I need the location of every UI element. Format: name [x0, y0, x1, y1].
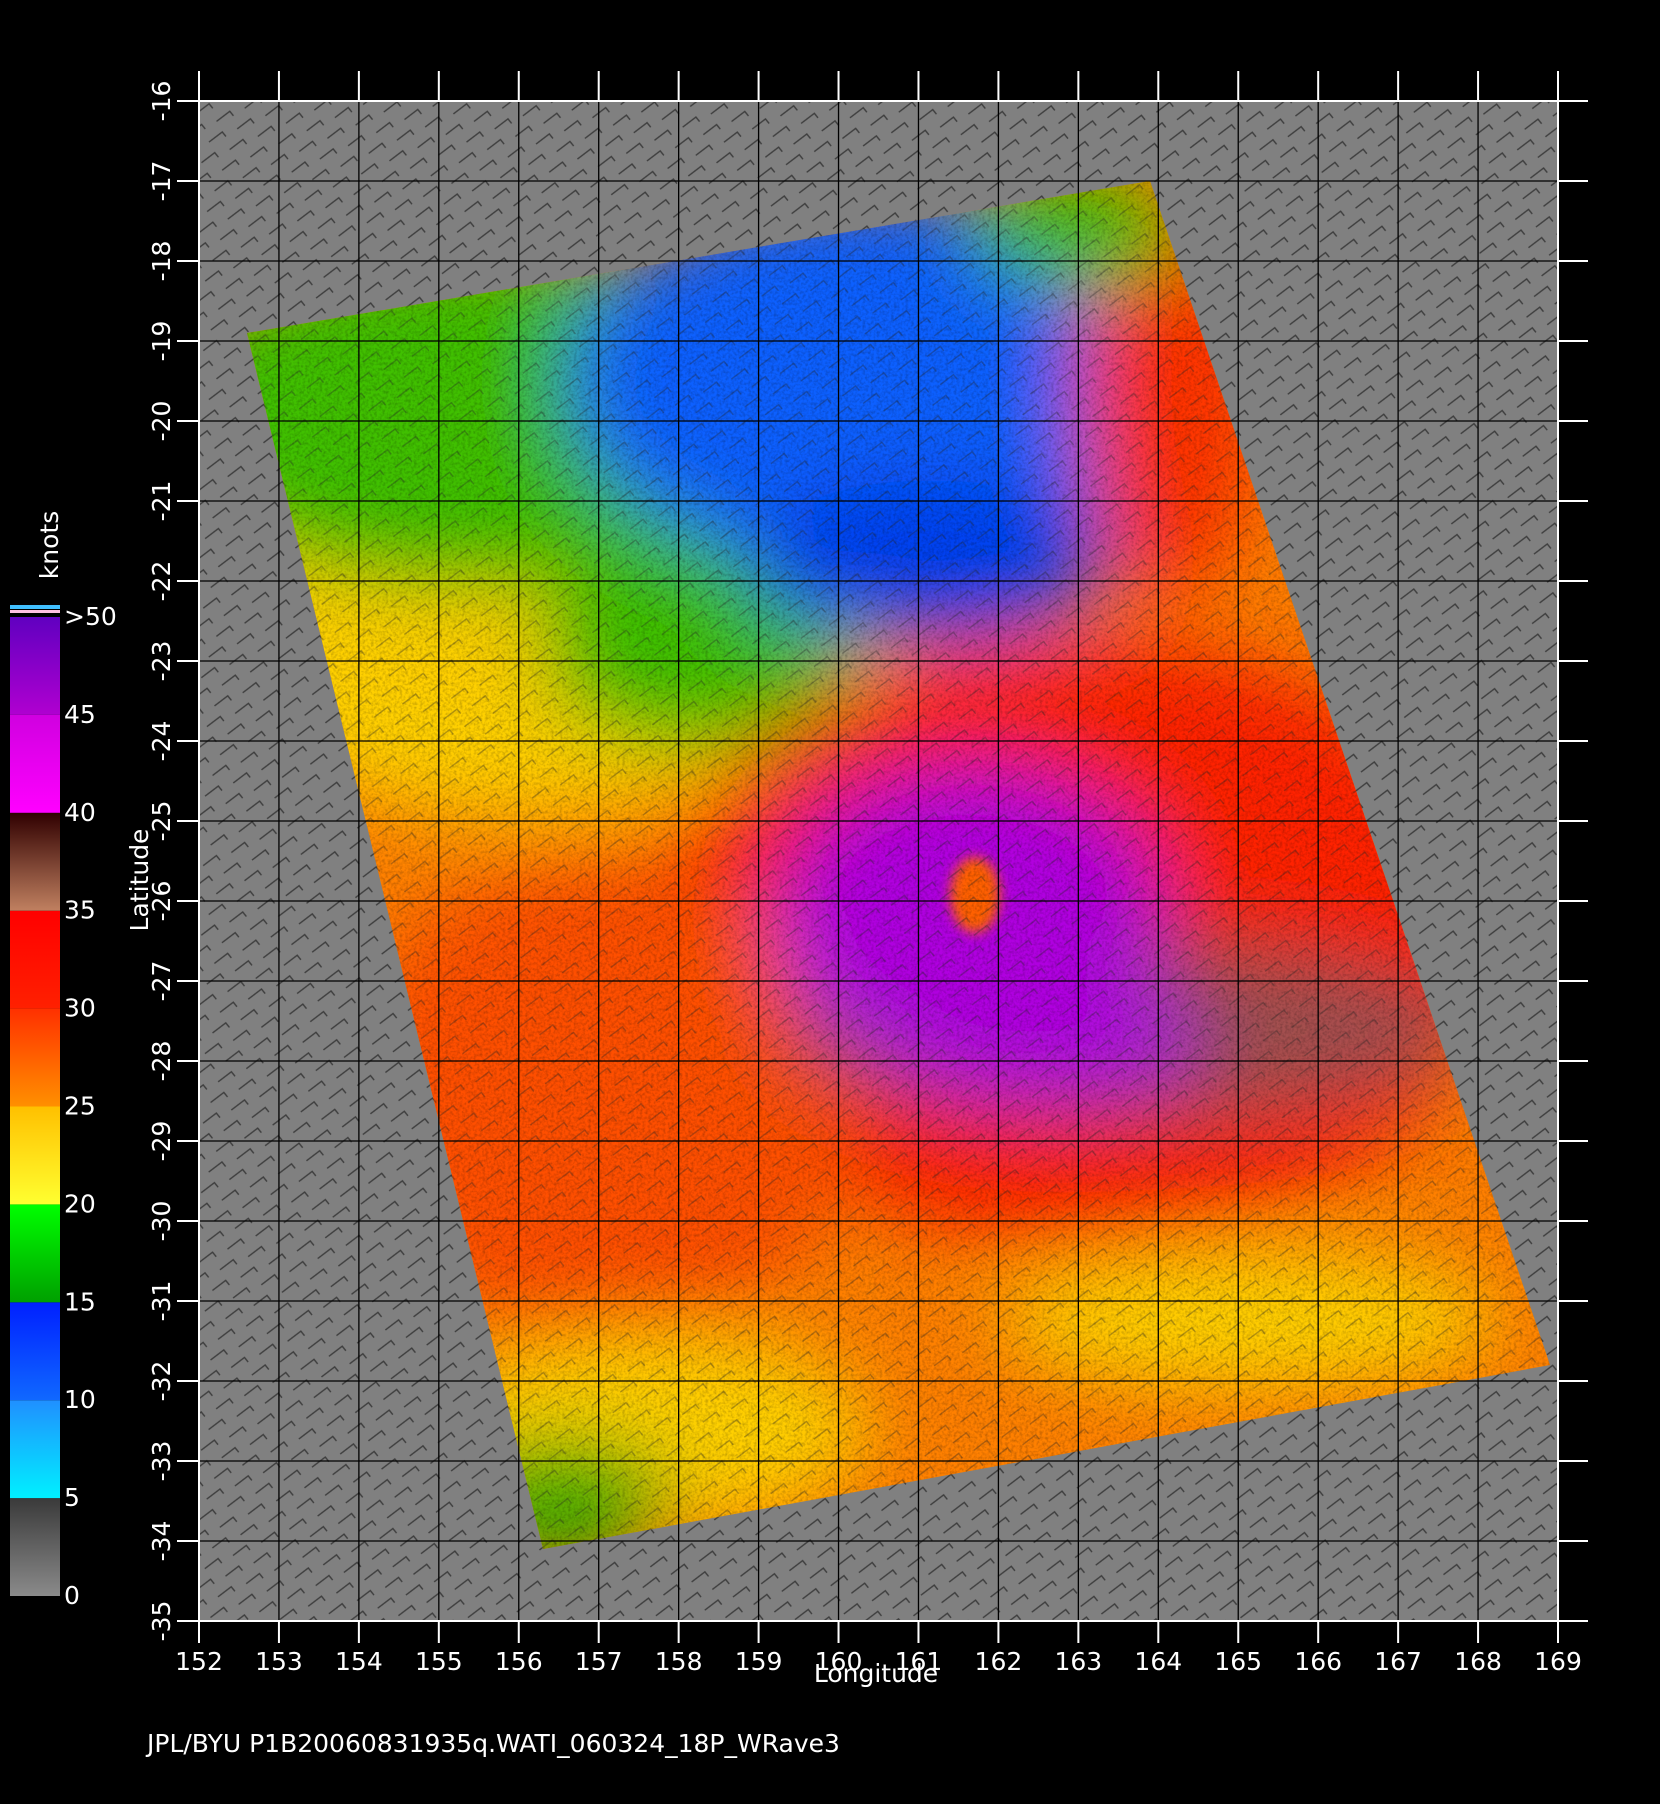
y-tick-label: -19 [147, 321, 176, 362]
y-tick-label: -20 [147, 401, 176, 442]
colorbar-segment [10, 910, 60, 1009]
colorbar-segment [10, 1302, 60, 1401]
colorbar-label: 25 [64, 1092, 96, 1121]
x-tick-label: 154 [335, 1647, 383, 1676]
x-tick-label: 160 [815, 1647, 863, 1676]
y-tick-label: -32 [147, 1361, 176, 1402]
colorbar-label: 35 [64, 896, 96, 925]
x-tick-label: 156 [495, 1647, 543, 1676]
y-tick-label: -30 [147, 1201, 176, 1242]
x-tick-label: 161 [895, 1647, 943, 1676]
x-tick-label: 159 [735, 1647, 783, 1676]
colorbar-label: 30 [64, 994, 96, 1023]
colorbar-label: 45 [64, 700, 96, 729]
colorbar-label: 20 [64, 1189, 96, 1218]
y-tick-label: -28 [147, 1041, 176, 1082]
x-tick-label: 169 [1534, 1647, 1582, 1676]
colorbar-segment [10, 714, 60, 813]
y-tick-label: -27 [147, 961, 176, 1002]
x-tick-label: 164 [1134, 1647, 1182, 1676]
colorbar-label: 0 [64, 1581, 80, 1610]
colorbar-label: >50 [64, 602, 117, 631]
footer: JPL/BYU P1B20060831935q.WATI_060324_18P_… [145, 1729, 840, 1758]
y-tick-label: -29 [147, 1121, 176, 1162]
colorbar-label: 10 [64, 1385, 96, 1414]
colorbar-label: 5 [64, 1483, 80, 1512]
y-tick-label: -17 [147, 161, 176, 202]
x-tick-label: 157 [575, 1647, 623, 1676]
y-tick-label: -31 [147, 1281, 176, 1322]
colorbar-label: 15 [64, 1287, 96, 1316]
y-tick-label: -21 [147, 481, 176, 522]
y-axis-label: Latitude [125, 829, 154, 932]
y-tick-label: -22 [147, 561, 176, 602]
x-axis-label: Longitude [814, 1659, 938, 1688]
y-tick-label: -34 [147, 1521, 176, 1562]
x-tick-label: 167 [1374, 1647, 1422, 1676]
x-tick-label: 165 [1214, 1647, 1262, 1676]
y-tick-label: -35 [147, 1601, 176, 1642]
y-tick-label: -24 [147, 721, 176, 762]
y-tick-label: -16 [147, 81, 176, 122]
colorbar-segment [10, 1400, 60, 1499]
x-tick-label: 153 [255, 1647, 303, 1676]
x-tick-label: 152 [175, 1647, 223, 1676]
plot-frame [198, 100, 1559, 1622]
y-tick-label: -33 [147, 1441, 176, 1482]
y-tick-label: -23 [147, 641, 176, 682]
y-tick-label: -26 [147, 881, 176, 922]
colorbar-segment [10, 1008, 60, 1107]
colorbar-cap [10, 605, 60, 609]
x-tick-label: 166 [1294, 1647, 1342, 1676]
colorbar-title: knots [35, 511, 64, 579]
colorbar-segment [10, 617, 60, 715]
x-tick-label: 158 [655, 1647, 703, 1676]
grid [177, 71, 1588, 1643]
colorbar-segment [10, 812, 60, 911]
colorbar-segment [10, 1498, 60, 1596]
colorbar-cap [10, 610, 60, 613]
x-tick-label: 162 [975, 1647, 1023, 1676]
colorbar-segment [10, 1106, 60, 1205]
y-tick-label: -25 [147, 801, 176, 842]
y-tick-label: -18 [147, 241, 176, 282]
x-tick-label: 155 [415, 1647, 463, 1676]
colorbar-label: 40 [64, 798, 96, 827]
x-tick-label: 168 [1454, 1647, 1502, 1676]
x-tick-label: 163 [1054, 1647, 1102, 1676]
colorbar-segment [10, 1204, 60, 1303]
